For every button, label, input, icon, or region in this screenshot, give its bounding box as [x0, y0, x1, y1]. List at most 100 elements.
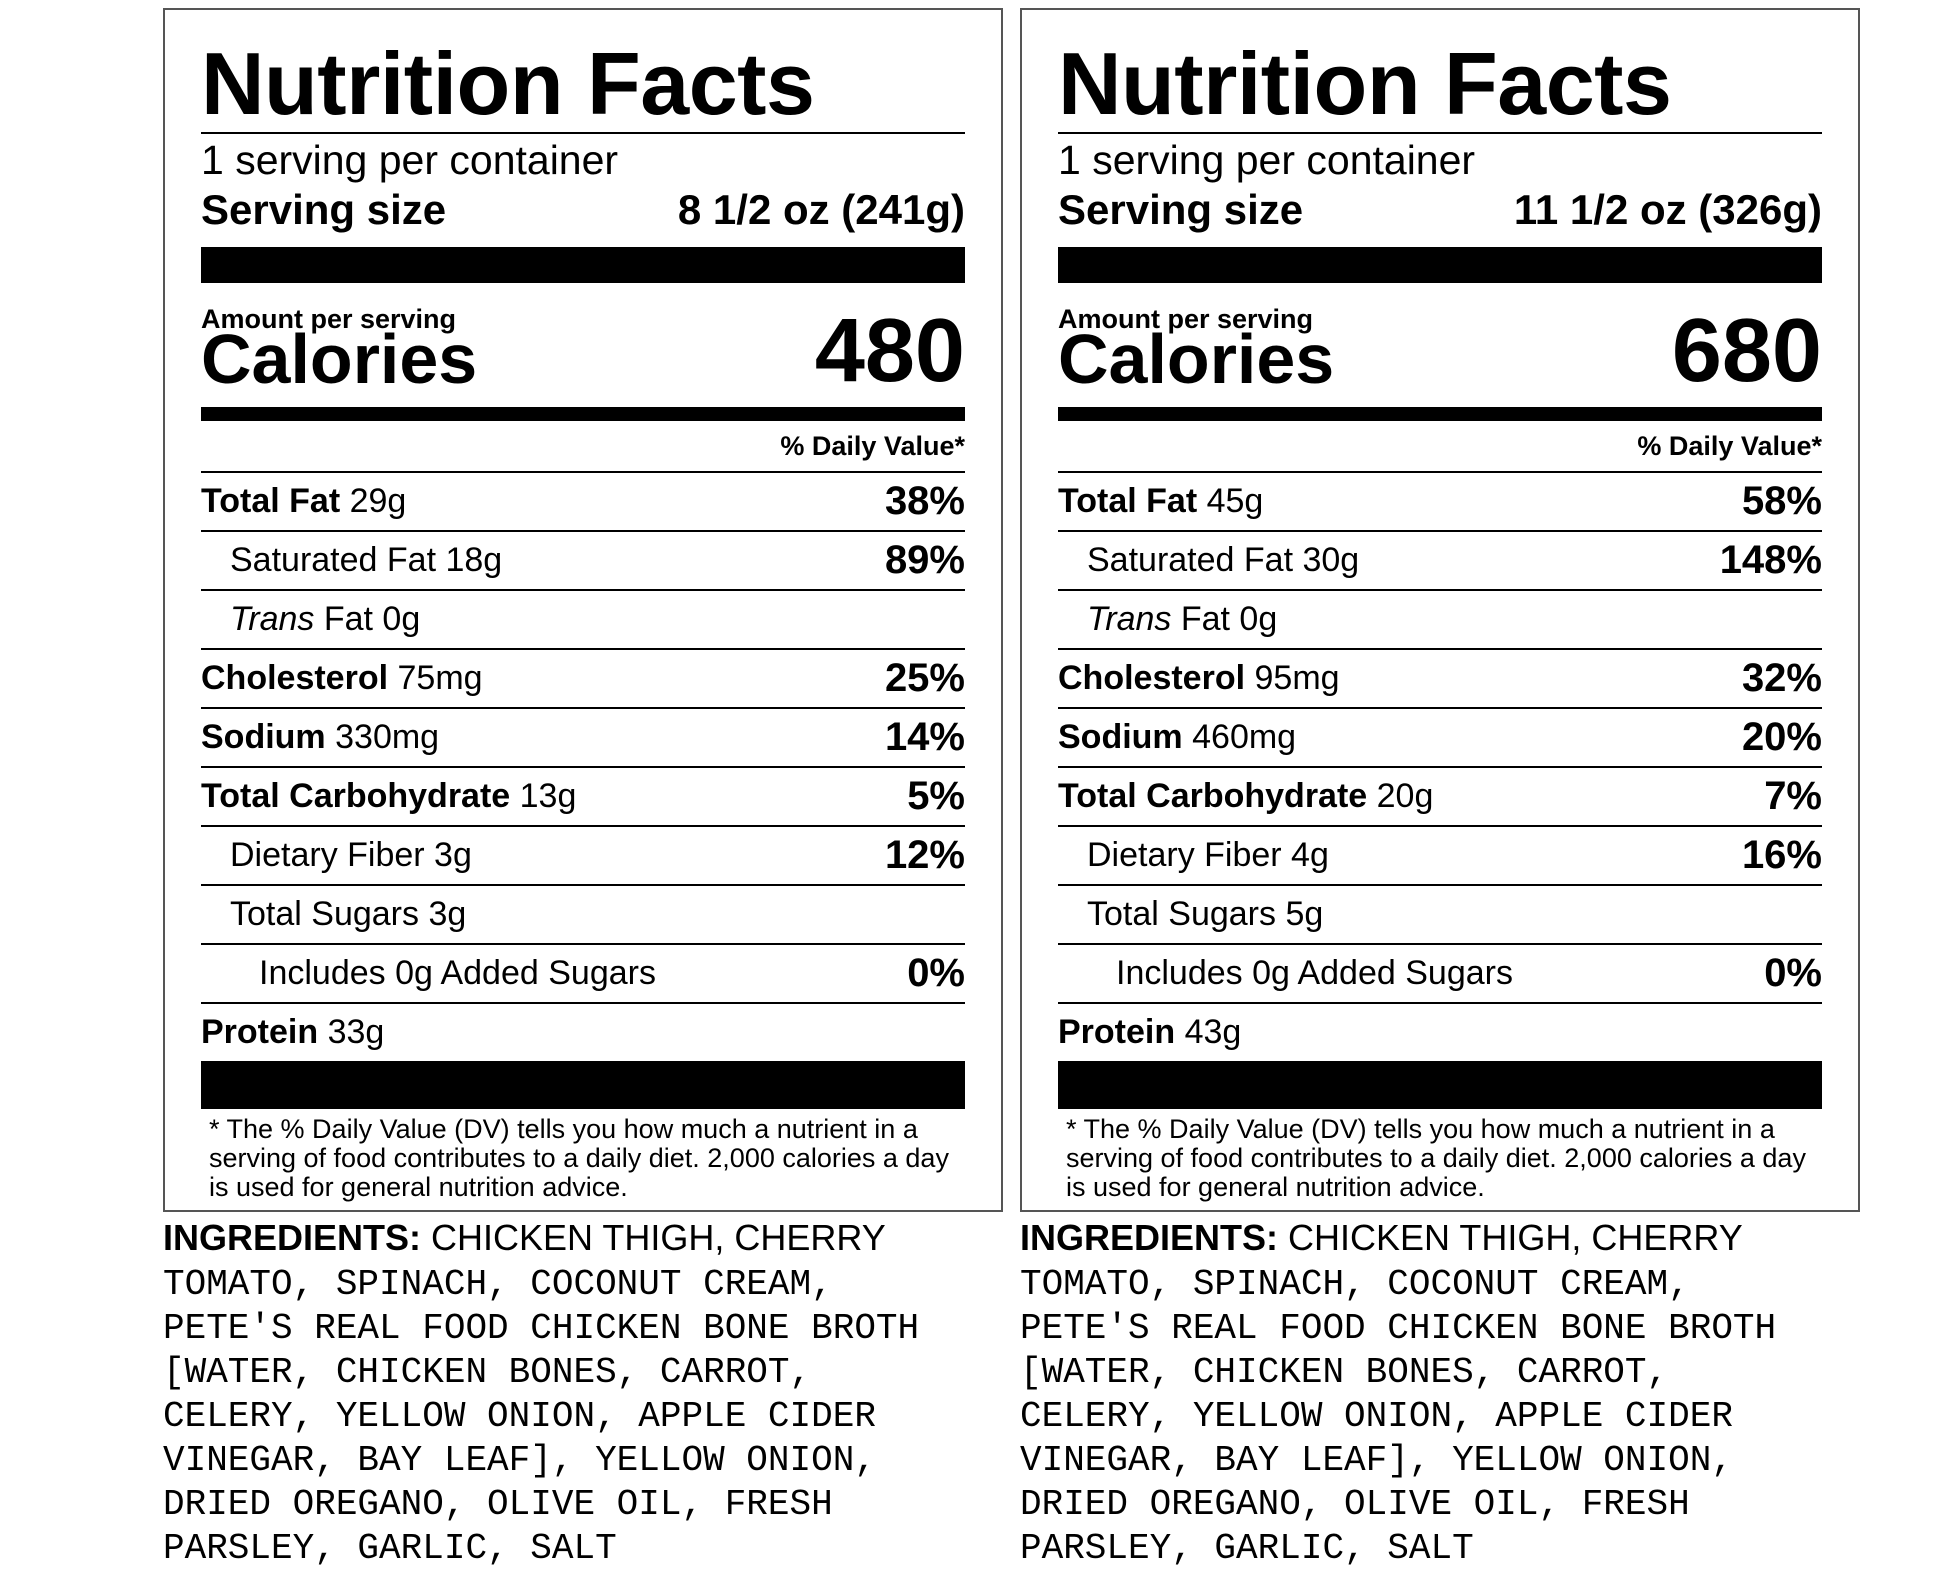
- nutrient-name: Cholesterol: [1058, 659, 1246, 697]
- nutrient-name: Saturated Fat 30g: [1087, 541, 1360, 579]
- nutrient-name: Fat 0g: [1171, 600, 1278, 638]
- amount-per-serving: Amount per serving: [201, 304, 457, 334]
- amount-per-serving: Amount per serving: [1058, 304, 1314, 334]
- ingredients-label: INGREDIENTS:: [1020, 1217, 1279, 1258]
- nutrient-row-sodium: Sodium 330mg 14%: [201, 709, 965, 768]
- nutrient-amount: 43g: [1184, 1013, 1242, 1051]
- ingredients-label: INGREDIENTS:: [163, 1217, 422, 1258]
- serving-size-row: Serving size 11 1/2 oz (326g): [1058, 184, 1822, 236]
- ingredients-first-line: CHICKEN THIGH, CHERRY: [421, 1217, 886, 1258]
- nutrient-row-total-fat: Total Fat 45g 58%: [1058, 473, 1822, 532]
- nutrient-name: Protein: [1058, 1013, 1176, 1051]
- nutrient-row-saturated-fat: Saturated Fat 18g 89%: [201, 532, 965, 591]
- nutrient-row-trans-fat: Trans Fat 0g: [1058, 591, 1822, 650]
- nutrient-dv: 16%: [1741, 833, 1822, 877]
- nutrient-dv: 58%: [1741, 479, 1822, 523]
- serving-size-label: Serving size: [1058, 186, 1304, 233]
- nutrient-name: Sodium: [201, 718, 326, 756]
- calories-label: Calories: [201, 320, 478, 398]
- nutrient-name: Total Carbohydrate: [1058, 777, 1368, 815]
- nutrient-row-total-carbohydrate: Total Carbohydrate 13g 5%: [201, 768, 965, 827]
- nutrient-dv: 148%: [1719, 538, 1822, 582]
- nutrient-dv: 89%: [884, 538, 965, 582]
- nutrient-amount: 460mg: [1192, 718, 1297, 756]
- daily-value-footnote: * The % Daily Value (DV) tells you how m…: [1066, 1114, 1806, 1202]
- nutrient-amount: 45g: [1206, 482, 1264, 520]
- nutrient-row-cholesterol: Cholesterol 95mg 32%: [1058, 650, 1822, 709]
- nutrient-dv: 14%: [884, 715, 965, 759]
- footer-divider: [1058, 1061, 1822, 1109]
- nutrient-amount: 75mg: [397, 659, 483, 697]
- daily-value-footnote: * The % Daily Value (DV) tells you how m…: [209, 1114, 949, 1202]
- nutrient-row-total-carbohydrate: Total Carbohydrate 20g 7%: [1058, 768, 1822, 827]
- nutrient-dv: 7%: [1764, 774, 1822, 818]
- daily-value-header: % Daily Value*: [1058, 421, 1822, 473]
- nutrient-dv: 5%: [907, 774, 965, 818]
- ingredients-first-line: CHICKEN THIGH, CHERRY: [1278, 1217, 1743, 1258]
- nutrient-name: Saturated Fat 18g: [230, 541, 503, 579]
- nutrient-name: Total Sugars 3g: [230, 895, 467, 933]
- nutrient-name: Total Sugars 5g: [1087, 895, 1324, 933]
- medium-divider: [201, 407, 965, 421]
- thick-divider: [1058, 247, 1822, 283]
- serving-size-row: Serving size 8 1/2 oz (241g): [201, 184, 965, 236]
- nutrient-row-added-sugars: Includes 0g Added Sugars 0%: [1058, 945, 1822, 1004]
- nutrient-name: Includes 0g Added Sugars: [259, 954, 656, 992]
- nutrient-amount: 95mg: [1254, 659, 1340, 697]
- ingredients-text: TOMATO, SPINACH, COCONUT CREAM, PETE'S R…: [163, 1264, 920, 1569]
- ingredients-text: TOMATO, SPINACH, COCONUT CREAM, PETE'S R…: [1020, 1264, 1777, 1569]
- nutrient-amount: 20g: [1376, 777, 1434, 815]
- thick-divider: [201, 247, 965, 283]
- nutrient-row-total-sugars: Total Sugars 3g: [201, 886, 965, 945]
- nutrient-row-trans-fat: Trans Fat 0g: [201, 591, 965, 650]
- nutrient-dv: 0%: [907, 951, 965, 995]
- nutrient-dv: 38%: [884, 479, 965, 523]
- nutrient-row-total-sugars: Total Sugars 5g: [1058, 886, 1822, 945]
- nutrient-amount: 33g: [327, 1013, 385, 1051]
- nutrient-name: Protein: [201, 1013, 319, 1051]
- nutrient-row-sodium: Sodium 460mg 20%: [1058, 709, 1822, 768]
- daily-value-header: % Daily Value*: [201, 421, 965, 473]
- nutrient-row-added-sugars: Includes 0g Added Sugars 0%: [201, 945, 965, 1004]
- nutrient-name: Sodium: [1058, 718, 1183, 756]
- nutrition-facts-label: Nutrition Facts 1 serving per container …: [1020, 8, 1860, 1212]
- nutrient-row-cholesterol: Cholesterol 75mg 25%: [201, 650, 965, 709]
- nutrient-name: Total Fat: [1058, 482, 1198, 520]
- nutrient-row-protein: Protein 43g: [1058, 1004, 1822, 1061]
- nutrient-amount: 330mg: [335, 718, 440, 756]
- nutrient-row-total-fat: Total Fat 29g 38%: [201, 473, 965, 532]
- ingredients-list: INGREDIENTS: CHICKEN THIGH, CHERRY TOMAT…: [163, 1216, 1003, 1571]
- serving-size-label: Serving size: [201, 186, 447, 233]
- serving-size-value: 8 1/2 oz (241g): [677, 186, 965, 233]
- serving-size-value: 11 1/2 oz (326g): [1513, 186, 1822, 233]
- nutrient-dv: 0%: [1764, 951, 1822, 995]
- nutrient-dv: 20%: [1741, 715, 1822, 759]
- label-title: Nutrition Facts: [201, 36, 965, 134]
- nutrient-row-protein: Protein 33g: [201, 1004, 965, 1061]
- nutrient-name: Total Carbohydrate: [201, 777, 511, 815]
- calories-row: Calories 680: [1058, 305, 1822, 398]
- nutrition-panel-left: Nutrition Facts 1 serving per container …: [163, 8, 1003, 1571]
- nutrient-name: Total Fat: [201, 482, 341, 520]
- nutrient-row-dietary-fiber: Dietary Fiber 4g 16%: [1058, 827, 1822, 886]
- nutrient-name: Includes 0g Added Sugars: [1116, 954, 1513, 992]
- calories-value: 680: [1671, 301, 1822, 401]
- calories-row: Calories 480: [201, 305, 965, 398]
- footer-divider: [201, 1061, 965, 1109]
- nutrient-name: Dietary Fiber 3g: [230, 836, 472, 874]
- nutrient-amount: 13g: [519, 777, 577, 815]
- nutrient-name-italic: Trans: [1087, 600, 1172, 638]
- nutrient-name: Fat 0g: [314, 600, 421, 638]
- calories-value: 480: [814, 301, 965, 401]
- nutrient-amount: 29g: [349, 482, 407, 520]
- nutrient-row-saturated-fat: Saturated Fat 30g 148%: [1058, 532, 1822, 591]
- nutrient-name: Dietary Fiber 4g: [1087, 836, 1329, 874]
- ingredients-list: INGREDIENTS: CHICKEN THIGH, CHERRY TOMAT…: [1020, 1216, 1860, 1571]
- nutrient-name: Cholesterol: [201, 659, 389, 697]
- medium-divider: [1058, 407, 1822, 421]
- nutrient-name-italic: Trans: [230, 600, 315, 638]
- nutrition-facts-label: Nutrition Facts 1 serving per container …: [163, 8, 1003, 1212]
- servings-per-container: 1 serving per container: [201, 137, 619, 183]
- nutrient-dv: 32%: [1741, 656, 1822, 700]
- calories-label: Calories: [1058, 320, 1335, 398]
